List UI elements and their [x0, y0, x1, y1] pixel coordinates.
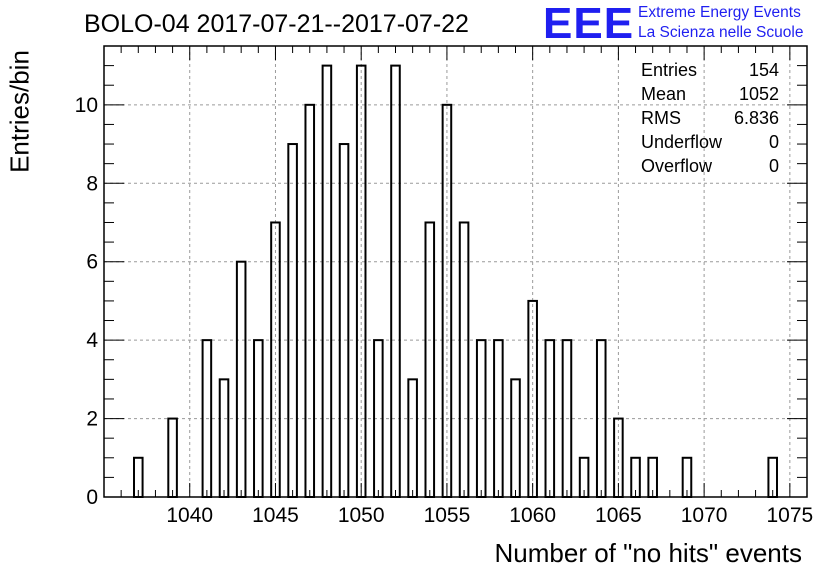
- x-tick-label: 1075: [766, 504, 813, 527]
- logo-line-2: La Scienza nelle Scuole: [638, 24, 804, 41]
- x-axis-label: Number of "no hits" events: [494, 538, 803, 568]
- x-tick-label: 1070: [681, 504, 728, 527]
- histogram-bar: [218, 378, 230, 499]
- stat-mean-label: Mean: [641, 84, 687, 104]
- tick-labels: 1040 1045 1050 1055 1060 1065 1070 1075 0 2 4 6 8 10: [75, 94, 814, 527]
- stat-mean: Mean 1052: [641, 82, 779, 106]
- x-tick-label: 1065: [595, 504, 642, 527]
- eee-logo: EEE: [543, 0, 635, 48]
- histogram-bar: [167, 417, 178, 498]
- stat-rms-value: 6.836: [733, 108, 779, 128]
- y-tick-label: 2: [86, 408, 98, 431]
- histogram-bar: [338, 143, 350, 498]
- stat-overflow-label: Overflow: [641, 156, 713, 176]
- histogram-bar: [390, 64, 401, 498]
- stat-overflow: Overflow 0: [641, 154, 779, 178]
- stat-overflow-value: 0: [768, 156, 779, 176]
- y-tick-label: 0: [86, 486, 98, 509]
- stat-rms: RMS 6.836: [641, 106, 779, 130]
- y-tick-label: 4: [86, 329, 98, 352]
- histogram-bar: [304, 103, 316, 499]
- histogram-bar: [458, 221, 470, 498]
- logo-line-1: Extreme Energy Events: [638, 4, 801, 21]
- histogram-bar: [407, 378, 418, 499]
- stat-entries-value: 154: [748, 60, 779, 80]
- stats-box: Entries 154 Mean 1052 RMS 6.836 Underflo…: [641, 58, 779, 178]
- stat-entries: Entries 154: [641, 58, 779, 82]
- x-tick-label: 1055: [424, 504, 471, 527]
- stat-underflow: Underflow 0: [641, 130, 779, 154]
- x-tick-label: 1040: [166, 504, 213, 527]
- y-axis-label: Entries/bin: [4, 50, 35, 173]
- chart-title: BOLO-04 2017-07-21--2017-07-22: [84, 10, 469, 38]
- histogram-bar: [321, 64, 333, 498]
- y-tick-label: 10: [75, 94, 98, 117]
- histogram-bar: [424, 221, 436, 498]
- histogram-bar: [235, 260, 247, 498]
- histogram-bar: [510, 378, 521, 499]
- x-tick-label: 1050: [338, 504, 385, 527]
- stat-entries-label: Entries: [641, 60, 698, 80]
- y-tick-label: 6: [86, 251, 98, 274]
- histogram-bar: [287, 143, 298, 498]
- x-tick-label: 1060: [509, 504, 556, 527]
- plot-frame: [103, 45, 808, 498]
- stat-rms-label: RMS: [641, 108, 681, 128]
- stat-underflow-label: Underflow: [641, 132, 723, 152]
- axis-ticks: [103, 45, 808, 498]
- stat-mean-value: 1052: [738, 84, 779, 104]
- y-tick-label: 8: [86, 172, 98, 195]
- x-tick-label: 1045: [252, 504, 299, 527]
- stat-underflow-value: 0: [768, 132, 779, 152]
